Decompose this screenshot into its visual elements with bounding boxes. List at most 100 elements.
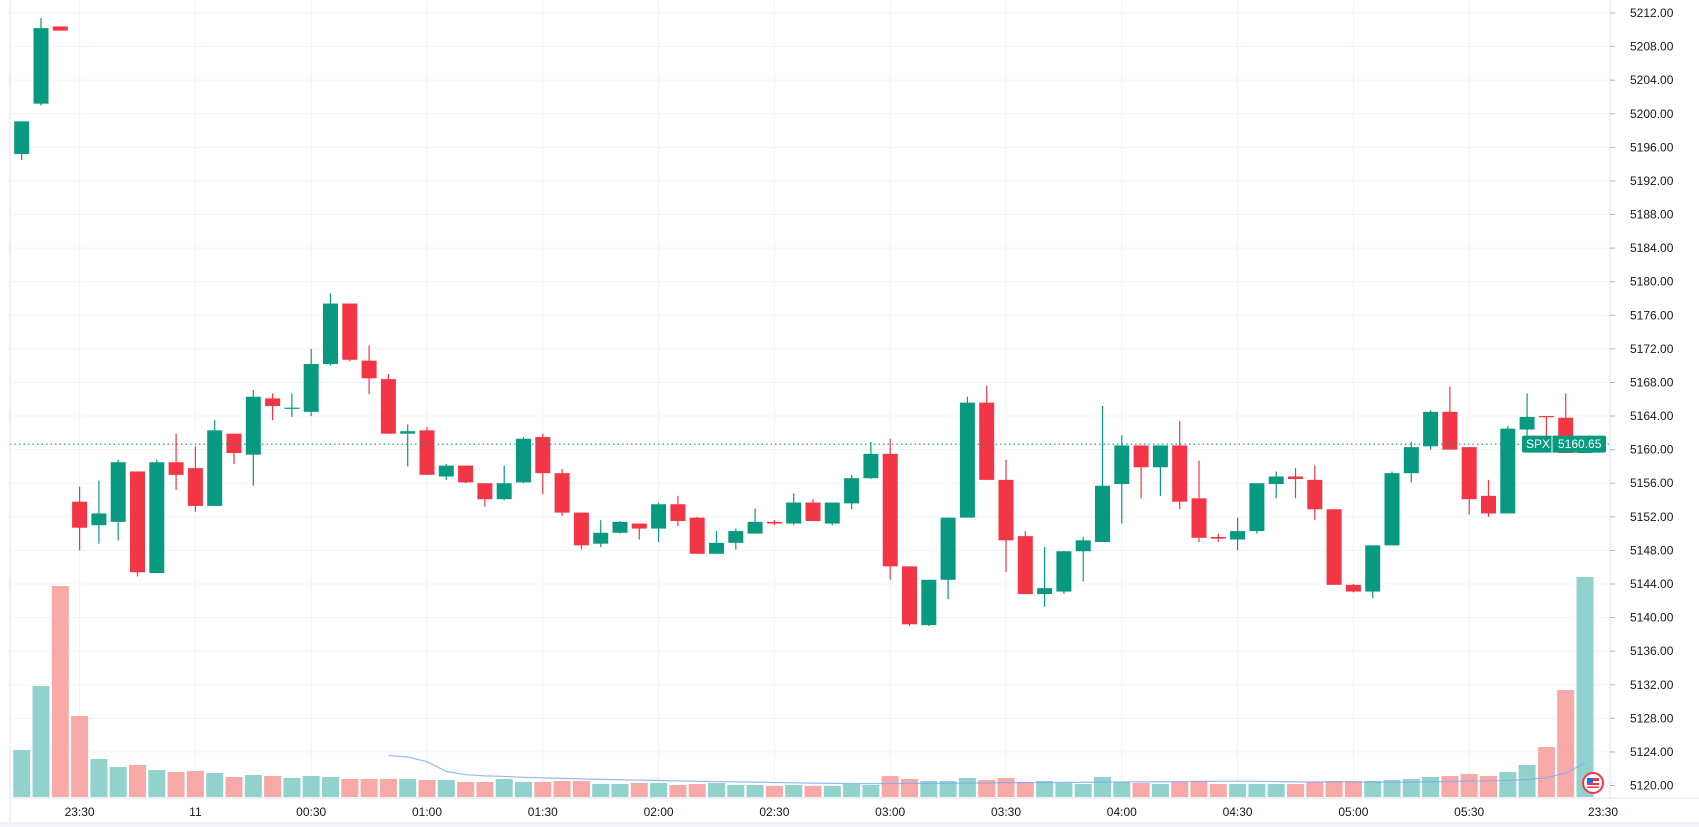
candle-body bbox=[1172, 445, 1188, 502]
candle-body bbox=[342, 303, 358, 360]
volume-bar bbox=[1344, 781, 1362, 797]
volume-bar bbox=[881, 776, 899, 797]
volume-bar bbox=[1364, 781, 1382, 797]
candle-body bbox=[207, 430, 223, 506]
volume-series bbox=[13, 577, 1594, 797]
candle-body bbox=[979, 402, 995, 480]
price-tick-label: 5160.00 bbox=[1630, 443, 1674, 457]
volume-bar bbox=[630, 783, 648, 797]
volume-bar bbox=[225, 777, 243, 797]
time-tick-label: 02:00 bbox=[644, 805, 674, 819]
volume-bar bbox=[1499, 772, 1517, 797]
volume-bar bbox=[688, 784, 706, 797]
symbol-label: SPX bbox=[1526, 437, 1550, 451]
volume-bar bbox=[997, 778, 1015, 797]
volume-bar bbox=[1306, 782, 1324, 797]
candle-body bbox=[786, 502, 802, 524]
volume-bar bbox=[823, 786, 841, 797]
time-axis-end-label: 23:30 bbox=[1588, 805, 1618, 819]
price-tick-label: 5204.00 bbox=[1630, 73, 1674, 87]
volume-bar bbox=[1460, 774, 1478, 797]
price-axis[interactable]: 5212.00 5208.00 5204.00 5200.00 5196.00 5192.… bbox=[1610, 6, 1674, 793]
candle-body bbox=[438, 465, 454, 477]
candle-body bbox=[824, 502, 840, 524]
volume-bar bbox=[1016, 782, 1034, 797]
candle-body bbox=[187, 468, 203, 506]
price-tick-label: 5120.00 bbox=[1630, 779, 1674, 793]
price-tick-label: 5212.00 bbox=[1630, 6, 1674, 20]
candle-body bbox=[573, 512, 589, 546]
price-tick-label: 5184.00 bbox=[1630, 241, 1674, 255]
us-flag-icon[interactable] bbox=[1582, 772, 1604, 794]
volume-bar bbox=[1229, 784, 1247, 797]
volume-bar bbox=[1074, 784, 1092, 797]
candle-body bbox=[612, 521, 628, 533]
candle-body bbox=[419, 430, 435, 475]
candle-body bbox=[1307, 479, 1323, 510]
volume-bar bbox=[1055, 783, 1073, 797]
volume-bar bbox=[322, 777, 339, 797]
volume-bar bbox=[71, 716, 89, 797]
price-tick-label: 5176.00 bbox=[1630, 308, 1674, 322]
volume-bar bbox=[1325, 781, 1343, 797]
time-tick-label: 04:30 bbox=[1223, 805, 1253, 819]
time-axis[interactable]: 23:30 11 00:30 01:00 01:30 02:00 02:30 03:00 03:… bbox=[65, 805, 1619, 819]
price-tick-label: 5136.00 bbox=[1630, 644, 1674, 658]
volume-bar bbox=[1383, 780, 1401, 797]
candle-body bbox=[1538, 416, 1554, 418]
volume-bar bbox=[785, 785, 803, 797]
candle-body bbox=[940, 517, 956, 580]
candle-body bbox=[728, 531, 744, 543]
candle-body bbox=[1403, 447, 1419, 474]
volume-bar bbox=[1422, 777, 1440, 797]
volume-bar bbox=[476, 782, 494, 797]
volume-bar bbox=[1267, 784, 1285, 797]
volume-bar bbox=[457, 782, 475, 797]
volume-bar bbox=[1518, 765, 1536, 797]
volume-bar bbox=[437, 780, 455, 797]
candle-body bbox=[1037, 588, 1053, 595]
price-tick-label: 5140.00 bbox=[1630, 611, 1674, 625]
candle-body bbox=[805, 502, 821, 522]
volume-bar bbox=[1441, 776, 1459, 797]
candle-body bbox=[265, 398, 281, 406]
volume-bar bbox=[129, 765, 146, 797]
time-tick-label: 23:30 bbox=[65, 805, 95, 819]
volume-bar bbox=[978, 780, 996, 797]
last-price-badge bbox=[1522, 435, 1606, 453]
volume-bar bbox=[1190, 781, 1208, 797]
candle-body bbox=[284, 407, 300, 409]
candle-body bbox=[921, 579, 937, 626]
volume-bar bbox=[1209, 784, 1227, 797]
volume-bar bbox=[515, 782, 532, 797]
candle-body bbox=[554, 473, 570, 513]
candle-body bbox=[477, 483, 493, 500]
volume-bar bbox=[1132, 783, 1150, 797]
volume-bar bbox=[765, 786, 783, 797]
candle-body bbox=[1056, 551, 1072, 592]
grid bbox=[10, 0, 1610, 798]
candle-body bbox=[1442, 411, 1458, 450]
volume-bar bbox=[746, 785, 764, 797]
volume-bar bbox=[90, 759, 108, 797]
volume-bar bbox=[264, 776, 282, 797]
candle-body bbox=[226, 433, 242, 454]
candle-body bbox=[458, 465, 474, 483]
price-tick-label: 5152.00 bbox=[1630, 510, 1674, 524]
price-tick-label: 5132.00 bbox=[1630, 678, 1674, 692]
price-tick-label: 5164.00 bbox=[1630, 409, 1674, 423]
time-tick-label: 03:30 bbox=[991, 805, 1021, 819]
time-tick-label: 03:00 bbox=[875, 805, 905, 819]
candle-body bbox=[1519, 416, 1535, 430]
volume-bar bbox=[51, 586, 69, 797]
price-tick-label: 5128.00 bbox=[1630, 711, 1674, 725]
volume-bar bbox=[901, 779, 918, 797]
candle-body bbox=[1191, 498, 1207, 538]
price-tick-label: 5192.00 bbox=[1630, 174, 1674, 188]
volume-bar bbox=[1171, 782, 1189, 797]
candle-body bbox=[1365, 545, 1381, 592]
candle-body bbox=[149, 462, 165, 574]
candle-body bbox=[1095, 485, 1110, 543]
candle-body bbox=[1268, 476, 1284, 485]
